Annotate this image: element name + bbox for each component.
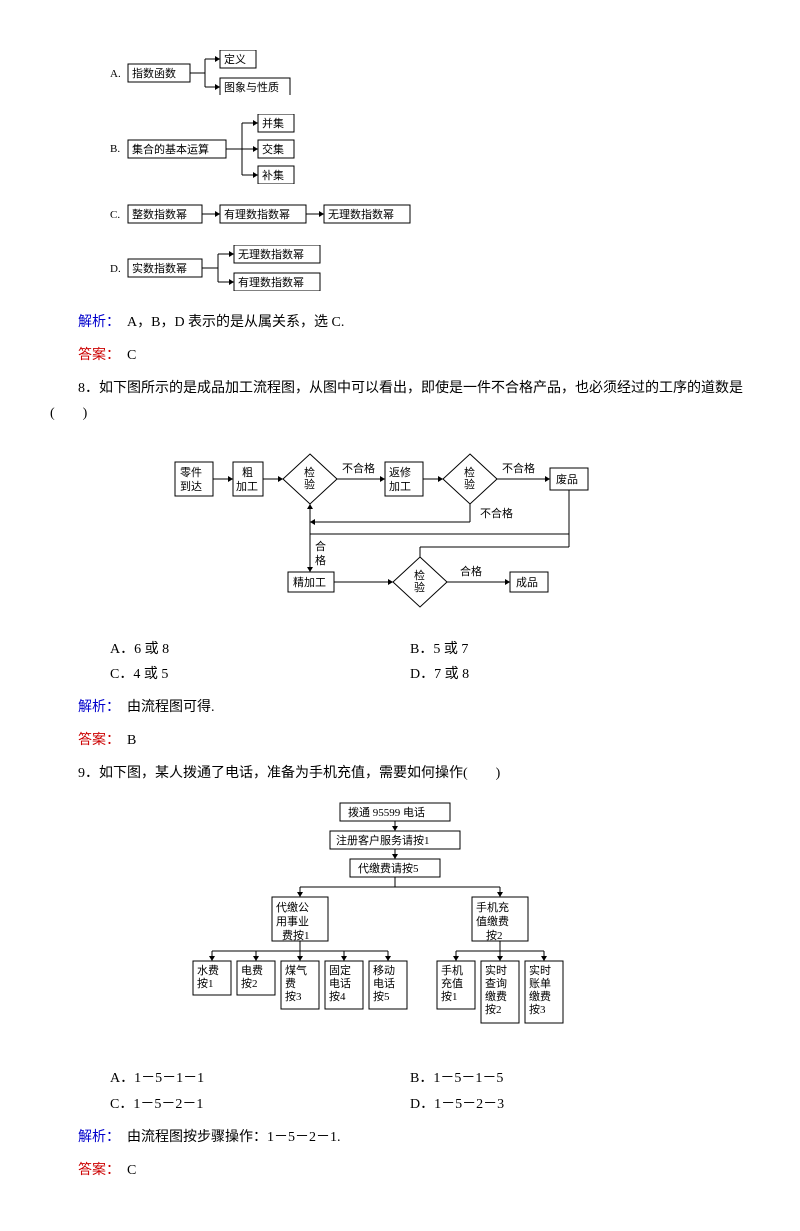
svg-text:用事业: 用事业 (276, 915, 309, 928)
svg-text:注册客户服务请按1: 注册客户服务请按1 (336, 833, 430, 847)
q8-answer: 答案： B (50, 728, 750, 753)
svg-text:煤气: 煤气 (285, 963, 307, 977)
option-b: B. 集合的基本运算 并集 交集 补集 (110, 114, 750, 193)
svg-text:废品: 废品 (556, 472, 578, 486)
svg-text:并集: 并集 (262, 116, 284, 130)
opt-b-label: B. (110, 143, 120, 155)
q7-answer: 答案： C (50, 343, 750, 368)
svg-text:实时: 实时 (485, 963, 507, 977)
svg-text:验: 验 (414, 580, 425, 594)
q8-explain: 解析： 由流程图可得. (50, 695, 750, 720)
svg-text:按4: 按4 (329, 989, 346, 1003)
svg-text:电话: 电话 (373, 977, 395, 990)
svg-text:加工: 加工 (236, 480, 258, 493)
svg-text:费按1: 费按1 (282, 928, 310, 942)
q8-text: 8．如下图所示的是成品加工流程图，从图中可以看出，即使是一件不合格产品，也必须经… (50, 376, 750, 426)
svg-text:按2: 按2 (485, 1002, 502, 1016)
svg-text:代缴费请按5: 代缴费请按5 (358, 861, 419, 875)
svg-text:按1: 按1 (441, 989, 458, 1003)
opt-a-main: 指数函数 (132, 66, 176, 80)
svg-text:拨通 95599 电话: 拨通 95599 电话 (348, 805, 425, 819)
svg-text:成品: 成品 (516, 576, 538, 589)
svg-text:手机充: 手机充 (476, 900, 509, 914)
q9-answer: 答案： C (50, 1158, 750, 1183)
svg-text:返修: 返修 (389, 465, 411, 479)
svg-text:合格: 合格 (460, 564, 482, 578)
option-d: D. 实数指数幂 无理数指数幂 有理数指数幂 (110, 245, 750, 300)
svg-text:移动: 移动 (373, 964, 395, 977)
svg-text:水费: 水费 (197, 964, 219, 977)
svg-text:实时: 实时 (529, 963, 551, 977)
svg-text:有理数指数幂: 有理数指数幂 (238, 275, 304, 289)
svg-text:按2: 按2 (486, 928, 503, 942)
q9-text: 9．如下图，某人拨通了电话，准备为手机充值，需要如何操作( ) (50, 761, 750, 786)
svg-text:电费: 电费 (241, 964, 263, 977)
opt-d-label: D. (110, 263, 121, 275)
svg-text:按3: 按3 (529, 1002, 546, 1016)
svg-text:固定: 固定 (329, 963, 351, 977)
svg-text:代缴公: 代缴公 (276, 900, 309, 914)
svg-text:合: 合 (315, 539, 326, 553)
svg-text:电话: 电话 (329, 977, 351, 990)
svg-text:无理数指数幂: 无理数指数幂 (238, 247, 304, 261)
svg-text:图象与性质: 图象与性质 (224, 80, 279, 94)
svg-text:缴费: 缴费 (485, 989, 507, 1003)
svg-text:按1: 按1 (197, 976, 214, 990)
svg-text:实数指数幂: 实数指数幂 (132, 261, 187, 275)
svg-text:检: 检 (414, 568, 425, 582)
svg-text:值缴费: 值缴费 (476, 914, 509, 928)
opt-a-label: A. (110, 68, 121, 80)
svg-text:账单: 账单 (529, 977, 551, 990)
q8-flowchart: 零件到达 粗加工 检验 不合格 返修加工 检验 不合格 废品 不合格 合格 精加… (50, 442, 750, 622)
svg-text:按5: 按5 (373, 989, 390, 1003)
svg-text:无理数指数幂: 无理数指数幂 (328, 207, 394, 221)
svg-text:检: 检 (464, 465, 475, 479)
q9-tree: 拨通 95599 电话 注册客户服务请按1 代缴费请按5 代缴公用事业费按1 手… (50, 801, 750, 1051)
svg-text:验: 验 (464, 477, 475, 491)
svg-text:查询: 查询 (485, 976, 507, 990)
svg-text:不合格: 不合格 (502, 461, 535, 475)
option-c: C. 整数指数幂 有理数指数幂 无理数指数幂 (110, 203, 750, 234)
svg-text:补集: 补集 (262, 168, 284, 182)
svg-text:检: 检 (304, 465, 315, 479)
opt-c-label: C. (110, 209, 120, 221)
svg-text:验: 验 (304, 477, 315, 491)
q8-options: A．6 或 8B．5 或 7 C．4 或 5D．7 或 8 (110, 637, 750, 687)
svg-text:充值: 充值 (441, 976, 463, 990)
svg-text:不合格: 不合格 (480, 506, 513, 520)
svg-text:到达: 到达 (180, 480, 202, 493)
svg-text:费: 费 (285, 977, 296, 990)
svg-text:交集: 交集 (262, 142, 284, 156)
q9-options: A．1－5－1－1B．1－5－1－5 C．1－5－2－1D．1－5－2－3 (110, 1066, 750, 1116)
svg-text:粗: 粗 (242, 466, 253, 479)
svg-text:手机: 手机 (441, 963, 463, 977)
svg-text:整数指数幂: 整数指数幂 (132, 207, 187, 221)
svg-text:零件: 零件 (180, 466, 202, 479)
svg-text:集合的基本运算: 集合的基本运算 (132, 142, 209, 156)
svg-text:加工: 加工 (389, 480, 411, 493)
svg-text:缴费: 缴费 (529, 989, 551, 1003)
svg-text:格: 格 (315, 553, 326, 567)
svg-text:定义: 定义 (224, 52, 246, 66)
q9-explain: 解析： 由流程图按步骤操作：1－5－2－1. (50, 1125, 750, 1150)
svg-text:按3: 按3 (285, 989, 302, 1003)
svg-text:不合格: 不合格 (342, 461, 375, 475)
svg-text:有理数指数幂: 有理数指数幂 (224, 207, 290, 221)
q7-explain: 解析： A，B，D 表示的是从属关系，选 C. (50, 310, 750, 335)
svg-text:按2: 按2 (241, 976, 258, 990)
option-a: A. 指数函数 定义 图象与性质 (110, 50, 750, 104)
svg-text:精加工: 精加工 (293, 576, 326, 589)
